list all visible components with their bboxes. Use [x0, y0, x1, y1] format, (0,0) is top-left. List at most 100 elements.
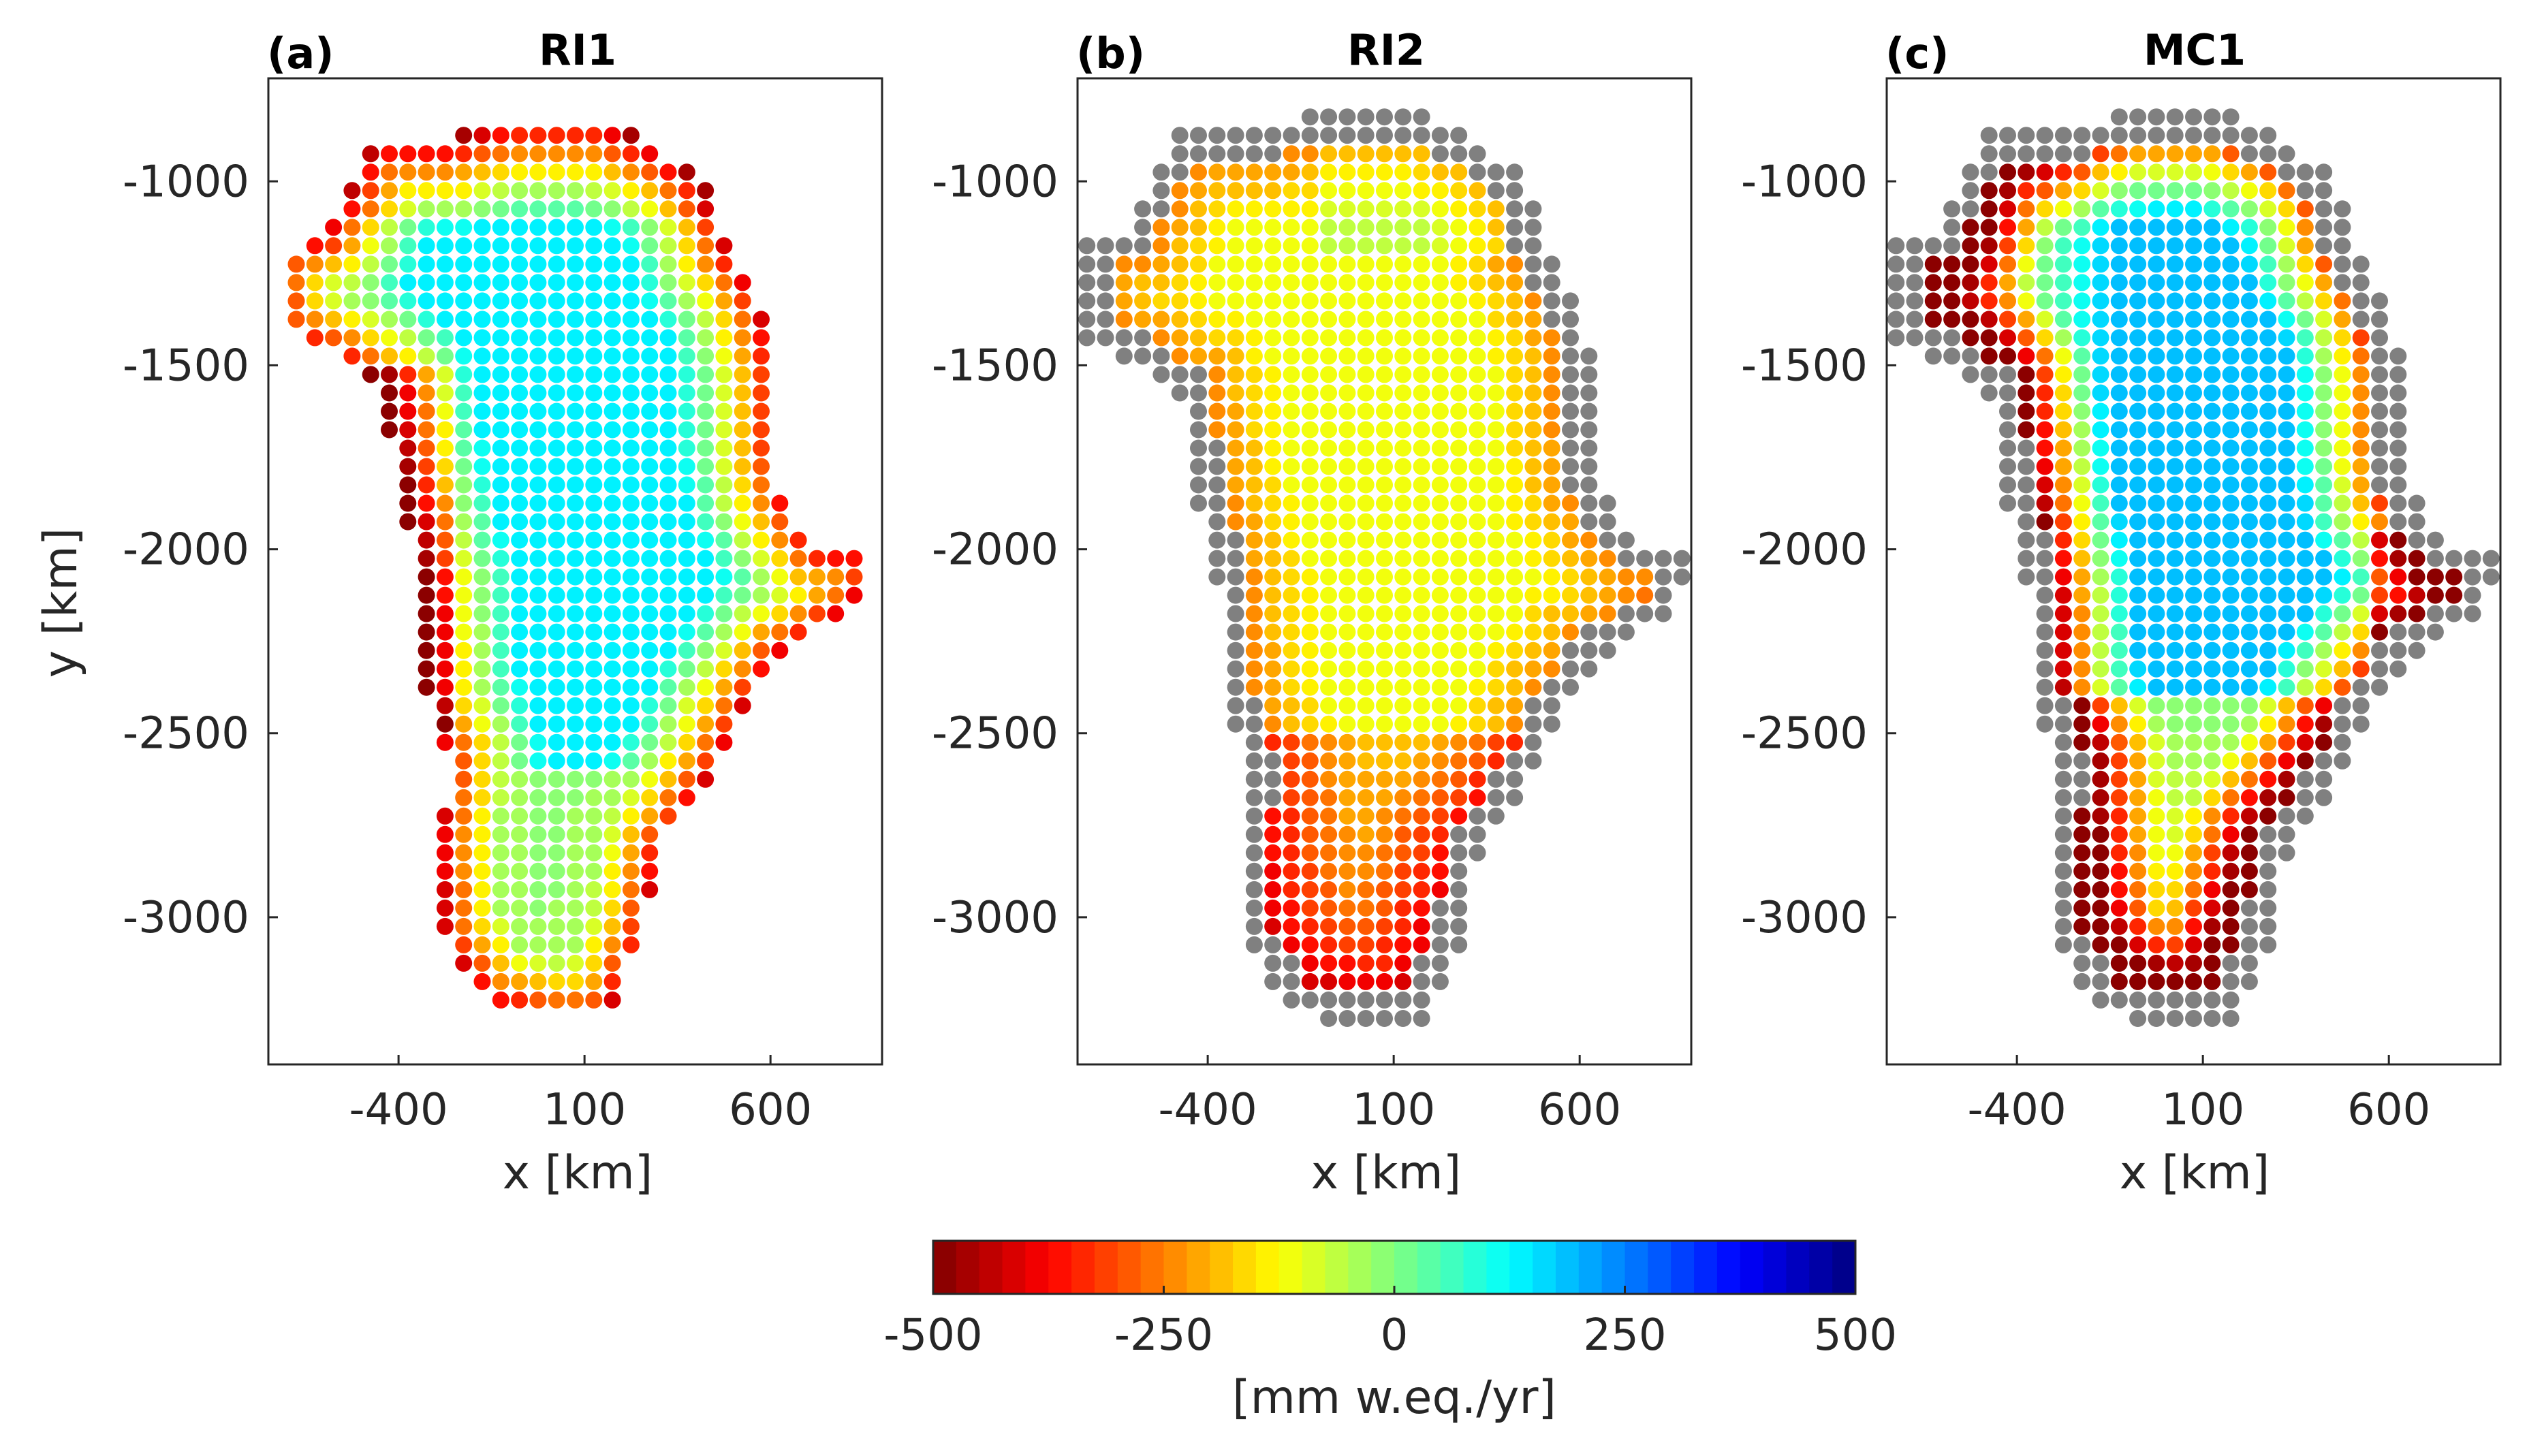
grid-point [399, 237, 417, 255]
grid-point [603, 347, 621, 365]
grid-point [2148, 807, 2165, 825]
grid-point [1413, 329, 1430, 347]
colorbar-cell [1255, 1241, 1280, 1294]
grid-point [1376, 770, 1393, 788]
grid-point [1338, 733, 1356, 751]
grid-point [492, 697, 509, 714]
grid-point [2129, 605, 2147, 622]
grid-point [492, 678, 509, 696]
grid-point [2278, 274, 2295, 291]
grid-point [548, 954, 565, 972]
grid-point [418, 384, 435, 402]
grid-point [436, 605, 454, 622]
grid-point [808, 605, 826, 622]
grid-point [1431, 917, 1449, 935]
grid-point [2203, 862, 2221, 880]
grid-point [2371, 642, 2388, 659]
grid-point [492, 219, 509, 236]
grid-point [1320, 642, 1338, 659]
grid-point [1227, 182, 1244, 200]
grid-point [473, 678, 491, 696]
grid-point [771, 642, 789, 659]
grid-point [641, 237, 659, 255]
grid-point [1227, 660, 1244, 678]
grid-point [2240, 366, 2258, 383]
grid-point [678, 623, 695, 641]
grid-point [1394, 586, 1412, 604]
grid-point [2092, 678, 2109, 696]
grid-point [585, 255, 603, 273]
grid-point [1506, 200, 1524, 218]
grid-point [622, 402, 640, 420]
grid-point [1264, 494, 1282, 512]
grid-point [2073, 605, 2091, 622]
grid-point [2296, 550, 2314, 567]
grid-point [2222, 531, 2240, 549]
grid-point [2073, 697, 2091, 714]
grid-point [1394, 402, 1412, 420]
grid-point [734, 513, 751, 531]
grid-point [1524, 494, 1542, 512]
grid-point [2185, 825, 2202, 843]
grid-point [697, 292, 715, 310]
grid-point [1357, 127, 1375, 144]
grid-point [2259, 862, 2277, 880]
grid-point [2185, 881, 2202, 898]
grid-point [2036, 127, 2054, 144]
grid-point [2371, 513, 2388, 531]
grid-point [529, 255, 547, 273]
grid-point [1487, 642, 1505, 659]
grid-point [1394, 678, 1412, 696]
grid-point [1636, 550, 1654, 567]
grid-point [2315, 311, 2333, 328]
grid-point [1078, 274, 1096, 291]
grid-point [492, 531, 509, 549]
grid-point [1245, 844, 1263, 861]
grid-point [2259, 550, 2277, 567]
grid-point [1301, 274, 1319, 291]
grid-point [1320, 660, 1338, 678]
grid-point [1524, 219, 1542, 236]
grid-point [1524, 421, 1542, 439]
grid-point [548, 642, 565, 659]
grid-point [603, 862, 621, 880]
grid-point [2129, 844, 2147, 861]
grid-point [1617, 550, 1635, 567]
colorbar-cell [1278, 1241, 1303, 1294]
grid-point [2389, 586, 2407, 604]
colorbar-cell [1440, 1241, 1464, 1294]
grid-point [2408, 605, 2426, 622]
grid-point [2334, 458, 2351, 475]
grid-point [678, 513, 695, 531]
grid-point [1376, 347, 1393, 365]
grid-point [1338, 513, 1356, 531]
grid-point [1487, 200, 1505, 218]
grid-point [567, 936, 584, 953]
grid-point [2371, 605, 2388, 622]
grid-point [678, 366, 695, 383]
grid-point [1450, 163, 1468, 181]
grid-point [1599, 494, 1616, 512]
grid-point [2389, 439, 2407, 457]
grid-point [325, 311, 343, 328]
grid-point [622, 605, 640, 622]
grid-point [1190, 458, 1207, 475]
grid-point [697, 494, 715, 512]
grid-point [1338, 163, 1356, 181]
grid-point [2092, 329, 2109, 347]
grid-point [1469, 825, 1486, 843]
grid-point [2110, 789, 2128, 806]
grid-point [2259, 531, 2277, 549]
grid-point [567, 163, 584, 181]
grid-point [603, 936, 621, 953]
grid-point [622, 862, 640, 880]
grid-point [659, 494, 677, 512]
grid-point [2464, 568, 2481, 586]
grid-point [492, 402, 509, 420]
grid-point [2073, 329, 2091, 347]
grid-point [1376, 421, 1393, 439]
grid-point [1301, 402, 1319, 420]
grid-point [2389, 531, 2407, 549]
grid-point [1487, 752, 1505, 770]
grid-point [2259, 605, 2277, 622]
